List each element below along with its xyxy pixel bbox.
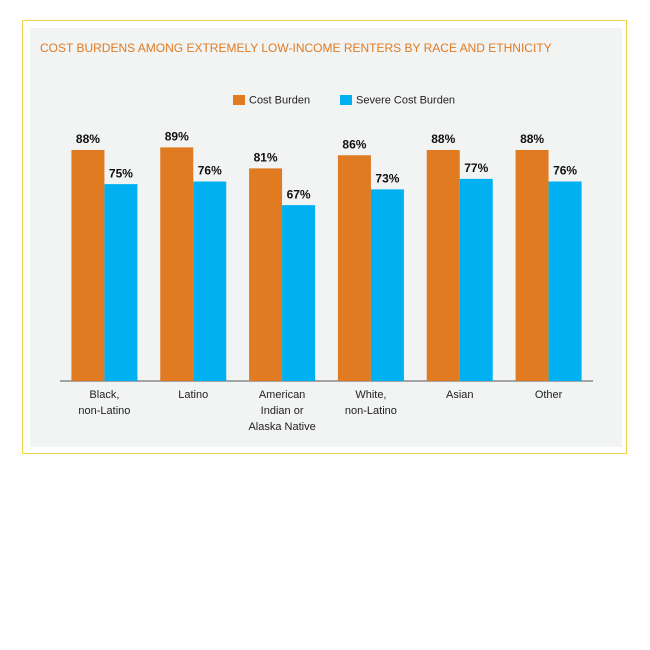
bar — [282, 205, 316, 381]
chart-frame — [22, 20, 627, 454]
value-label: 76% — [198, 164, 222, 178]
x-tick-label: Black, non-Latino — [78, 389, 131, 417]
legend-swatch — [340, 95, 352, 105]
bar — [193, 181, 227, 381]
bar — [426, 150, 460, 381]
value-label: 76% — [553, 164, 577, 178]
legend-swatch — [233, 95, 245, 105]
x-tick-label: White, non-Latino — [344, 389, 397, 417]
value-label: 89% — [165, 130, 189, 144]
legend-label: Severe Cost Burden — [356, 94, 455, 106]
x-tick-label: American Indian or Alaska Native — [248, 389, 316, 433]
value-label: 77% — [464, 161, 488, 175]
legend-label: Cost Burden — [249, 94, 310, 106]
x-tick-label: Latino — [178, 389, 209, 401]
x-tick-label: Asian — [445, 389, 474, 401]
bar — [71, 150, 105, 381]
value-label: 81% — [254, 151, 278, 165]
value-label: 73% — [375, 172, 399, 186]
bar — [515, 150, 549, 381]
bar — [459, 178, 493, 381]
value-label: 67% — [287, 187, 311, 201]
value-label: 88% — [431, 132, 455, 146]
bar — [337, 155, 371, 381]
x-tick-label: Other — [534, 389, 563, 401]
bar — [160, 147, 194, 381]
bar — [104, 184, 138, 381]
value-label: 75% — [109, 166, 133, 180]
value-label: 86% — [342, 137, 366, 151]
value-label: 88% — [520, 132, 544, 146]
bar — [370, 189, 404, 381]
bar — [249, 168, 283, 381]
value-label: 88% — [76, 132, 100, 146]
bar — [548, 181, 582, 381]
chart-title: COST BURDENS AMONG EXTREMELY LOW-INCOME … — [40, 41, 552, 55]
